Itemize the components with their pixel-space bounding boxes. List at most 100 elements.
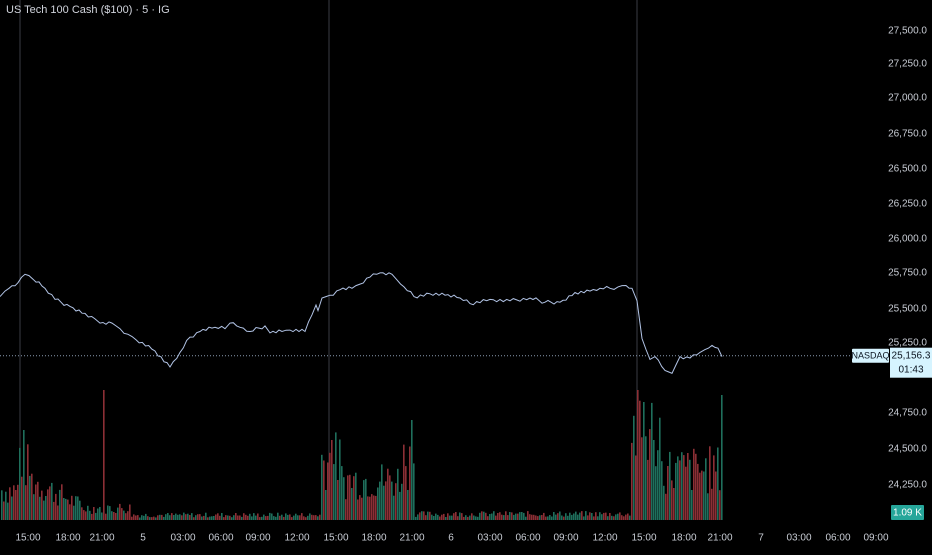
- volume-bar: [281, 514, 283, 520]
- volume-bar: [21, 476, 23, 520]
- volume-bar: [17, 484, 19, 520]
- volume-bar: [677, 456, 679, 520]
- volume-bar: [171, 513, 173, 520]
- volume-bar: [597, 516, 599, 520]
- volume-bar: [581, 511, 583, 520]
- time-axis[interactable]: 15:00 18:00 21:00 5 03:00 06:00 09:00 12:00 15:0…: [15, 533, 888, 544]
- volume-bar: [189, 515, 191, 520]
- volume-bar: [95, 512, 97, 520]
- volume-bar: [607, 516, 609, 520]
- volume-bar: [265, 516, 267, 520]
- volume-bar: [445, 517, 447, 520]
- volume-bar: [123, 510, 125, 520]
- volume-bar: [287, 514, 289, 520]
- volume-bar: [463, 516, 465, 520]
- volume-bar: [345, 499, 347, 520]
- volume-bar: [109, 506, 111, 520]
- volume-bar: [513, 514, 515, 520]
- volume-bar: [353, 476, 355, 520]
- volume-bar: [273, 516, 275, 520]
- x-tick-label: 03:00: [170, 533, 195, 544]
- volume-bar: [223, 517, 225, 520]
- volume-bar: [367, 496, 369, 520]
- volume-bar: [253, 513, 255, 520]
- volume-bar: [529, 514, 531, 520]
- volume-bar: [269, 512, 271, 520]
- volume-bar: [121, 508, 123, 520]
- y-tick-label: 24,500.0: [888, 444, 927, 455]
- volume-bar: [599, 512, 601, 520]
- volume-bar: [575, 511, 577, 520]
- volume-bar: [451, 515, 453, 520]
- volume-bar: [489, 514, 491, 520]
- volume-bar: [181, 515, 183, 520]
- volume-bar: [233, 515, 235, 520]
- volume-bar: [579, 512, 581, 520]
- volume-bar: [319, 514, 321, 520]
- volume-bar: [291, 517, 293, 520]
- volume-bar: [623, 516, 625, 520]
- volume-bar: [363, 480, 365, 520]
- volume-bar: [343, 477, 345, 520]
- volume-bar: [447, 513, 449, 520]
- x-tick-label: 21:00: [707, 533, 732, 544]
- volume-bar: [247, 515, 249, 520]
- volume-bar: [435, 513, 437, 520]
- volume-bar: [7, 502, 9, 520]
- volume-bar: [5, 491, 7, 520]
- x-tick-label: 12:00: [592, 533, 617, 544]
- volume-bar: [23, 430, 25, 520]
- volume-bar: [279, 515, 281, 520]
- volume-bar: [311, 514, 313, 520]
- volume-bar: [501, 514, 503, 520]
- volume-bar: [393, 495, 395, 520]
- volume-bar: [605, 512, 607, 520]
- volume-bar: [627, 513, 629, 520]
- volume-bar: [159, 514, 161, 520]
- y-tick-label: 24,250.0: [888, 480, 927, 491]
- volume-bar: [587, 515, 589, 520]
- volume-bar: [387, 468, 389, 520]
- volume-bar: [117, 507, 119, 520]
- volume-badge-bg: [891, 505, 924, 520]
- volume-bar: [715, 471, 717, 520]
- volume-bar: [341, 466, 343, 520]
- volume-bar: [241, 516, 243, 520]
- y-tick-label: 25,250.0: [888, 338, 927, 349]
- volume-bar: [495, 515, 497, 520]
- volume-bar: [535, 515, 537, 520]
- volume-bar: [301, 513, 303, 520]
- volume-bar: [589, 512, 591, 520]
- x-tick-label: 03:00: [786, 533, 811, 544]
- volume-bar: [107, 505, 109, 520]
- volume-bar: [79, 500, 81, 520]
- volume-bar: [355, 472, 357, 520]
- volume-bar: [721, 395, 723, 520]
- volume-bar: [231, 517, 233, 520]
- volume-bar: [375, 495, 377, 520]
- volume-bar: [701, 470, 703, 520]
- volume-bar: [179, 514, 181, 520]
- volume-bar: [519, 512, 521, 520]
- x-tick-label: 18:00: [55, 533, 80, 544]
- volume-bar: [105, 513, 107, 520]
- volume-bar: [97, 508, 99, 520]
- volume-bar: [457, 516, 459, 520]
- x-tick-label: 09:00: [863, 533, 888, 544]
- volume-bar: [695, 453, 697, 520]
- volume-bar: [667, 466, 669, 520]
- volume-bar: [593, 516, 595, 520]
- current-price-label-bg: [890, 347, 932, 378]
- volume-bar: [633, 415, 635, 520]
- volume-bar: [191, 513, 193, 520]
- symbol-label: NASDAQ: [851, 348, 890, 363]
- volume-bar: [325, 490, 327, 520]
- countdown-text: 01:43: [898, 364, 923, 375]
- volume-bar: [59, 489, 61, 520]
- price-axis[interactable]: 27,500.0 27,250.0 27,000.0 26,750.0 26,500.0…: [888, 26, 927, 491]
- volume-bar: [649, 429, 651, 520]
- volume-bar: [67, 499, 69, 520]
- volume-bar: [591, 513, 593, 520]
